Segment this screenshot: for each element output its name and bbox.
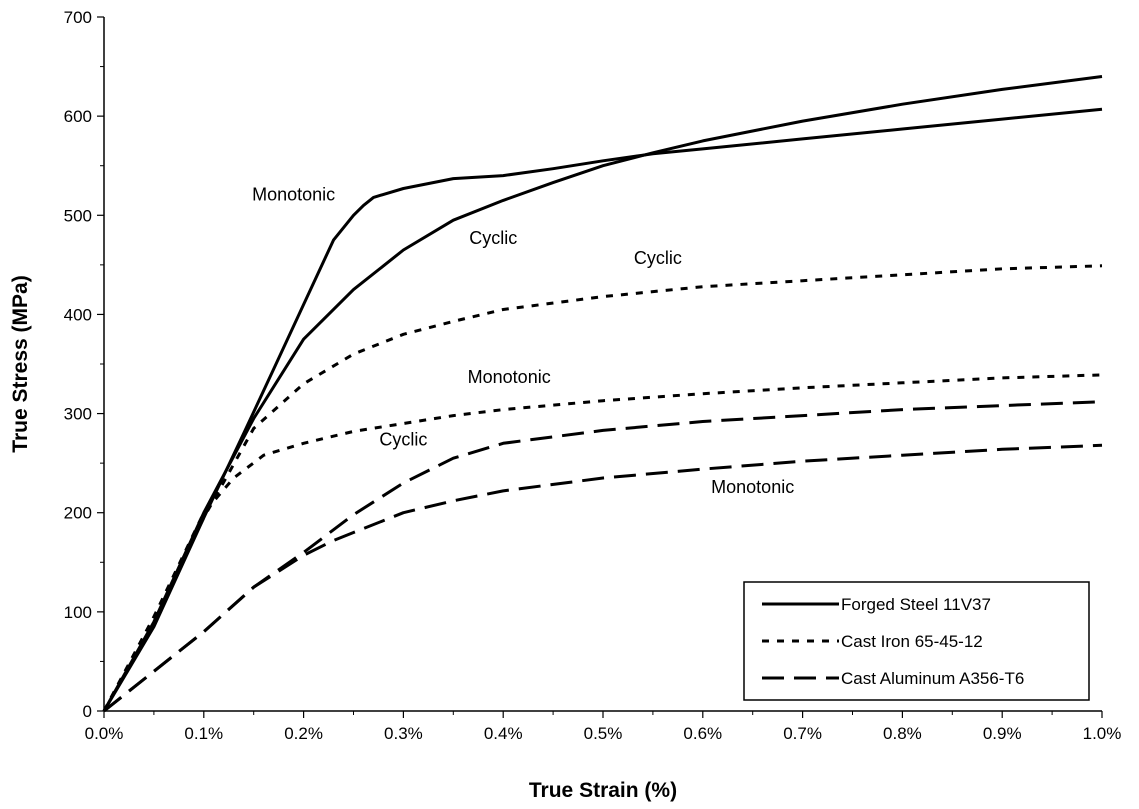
forged-steel-11v37-cyclic-line bbox=[102, 75, 1103, 712]
x-axis-title: True Strain (%) bbox=[529, 779, 677, 802]
y-tick-label: 0 bbox=[83, 702, 92, 721]
curve-annotation: Cyclic bbox=[469, 228, 517, 248]
axis-ticks: 0.0% 0.1% 0.2% 0.3% 0.4% 0.5% 0.6% 0.7% 0.8% 0.9%… bbox=[64, 8, 1122, 743]
y-tick-label: 400 bbox=[64, 305, 92, 324]
cast-aluminum-a356-t6-monotonic-line bbox=[103, 443, 1103, 713]
y-tick-label: 300 bbox=[64, 405, 92, 424]
x-tick-label: 0.4% bbox=[484, 724, 523, 743]
y-tick-label: 100 bbox=[64, 603, 92, 622]
curve-annotation: Monotonic bbox=[711, 477, 794, 497]
legend-label: Cast Iron 65-45-12 bbox=[841, 632, 983, 651]
x-tick-label: 0.9% bbox=[983, 724, 1022, 743]
legend-label: Forged Steel 11V37 bbox=[841, 595, 991, 614]
y-tick-label: 200 bbox=[64, 504, 92, 523]
x-tick-label: 0.5% bbox=[584, 724, 623, 743]
y-tick-label: 500 bbox=[64, 206, 92, 225]
data-series bbox=[102, 75, 1103, 713]
curve-annotation: Monotonic bbox=[252, 184, 335, 204]
y-tick-label: 600 bbox=[64, 107, 92, 126]
legend-label: Cast Aluminum A356-T6 bbox=[841, 669, 1024, 688]
x-tick-label: 1.0% bbox=[1083, 724, 1122, 743]
cast-iron-65-45-12-monotonic-line bbox=[102, 373, 1103, 712]
legend-box bbox=[743, 581, 1090, 701]
x-tick-label: 0.8% bbox=[883, 724, 922, 743]
curve-annotation: Cyclic bbox=[634, 248, 682, 268]
y-tick-label: 700 bbox=[64, 8, 92, 27]
x-tick-label: 0.6% bbox=[683, 724, 722, 743]
legend: Forged Steel 11V37 Cast Iron 65-45-12 Cast… bbox=[743, 581, 1090, 701]
x-tick-label: 0.7% bbox=[783, 724, 822, 743]
curve-annotations: Monotonic Cyclic Cyclic Monotonic Cyclic Mono… bbox=[252, 184, 794, 496]
forged-steel-11v37-monotonic-line bbox=[102, 107, 1103, 712]
x-tick-label: 0.3% bbox=[384, 724, 423, 743]
x-tick-label: 0.2% bbox=[284, 724, 323, 743]
curve-annotation: Cyclic bbox=[379, 429, 427, 449]
y-axis-title: True Stress (MPa) bbox=[9, 275, 32, 452]
x-tick-label: 0.0% bbox=[85, 724, 124, 743]
x-tick-label: 0.1% bbox=[184, 724, 223, 743]
curve-annotation: Monotonic bbox=[468, 367, 551, 387]
